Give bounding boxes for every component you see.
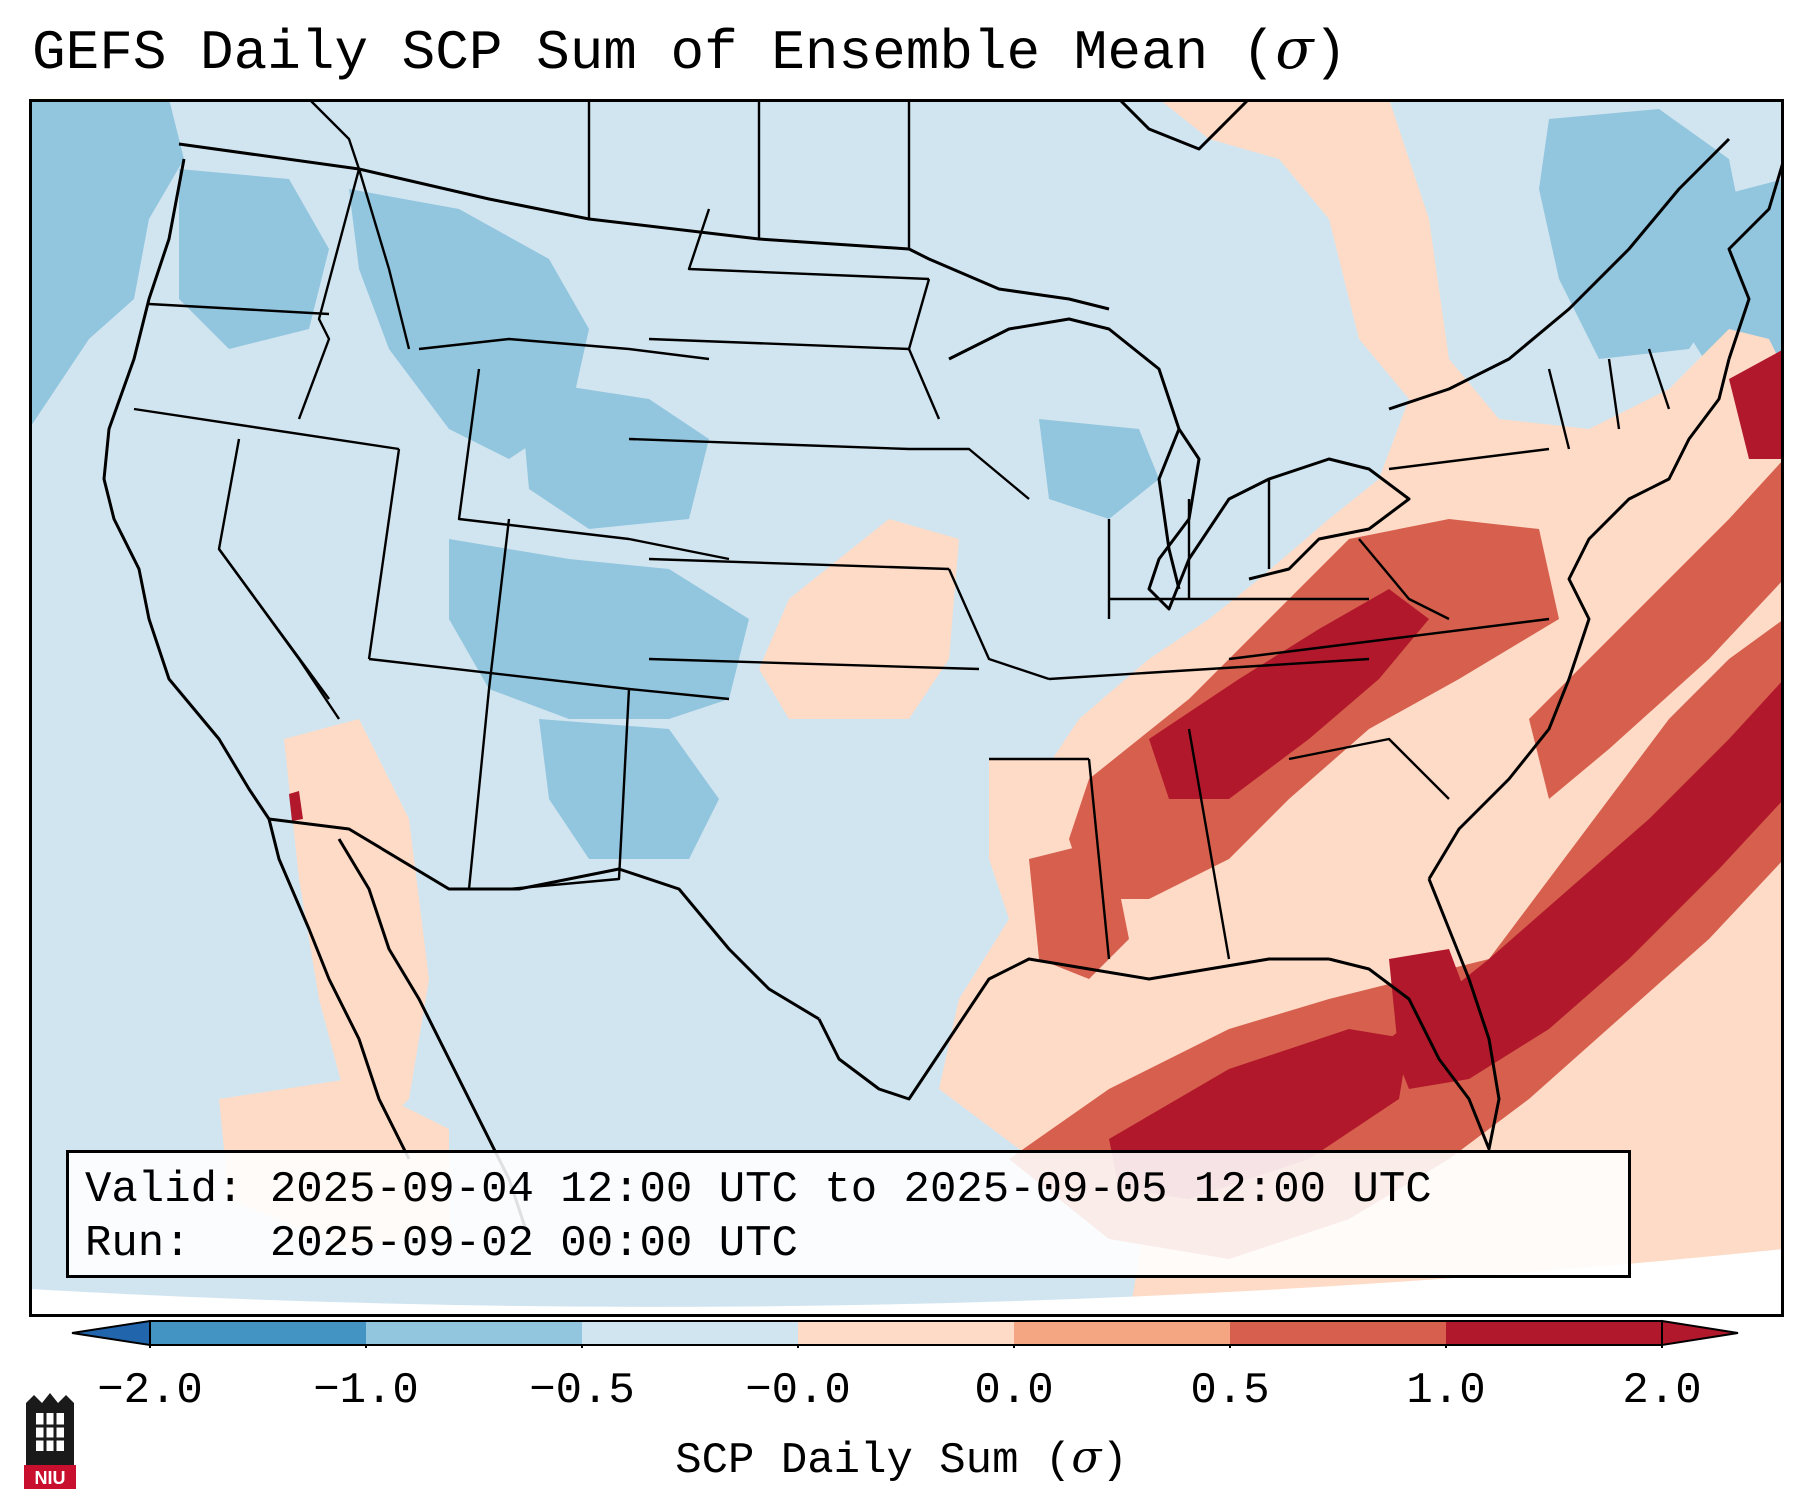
pos-anomaly-core-appalachia <box>1149 589 1429 799</box>
border-ca-nv-diag <box>218 548 330 700</box>
run-value: 2025-09-02 00:00 UTC <box>269 1219 798 1269</box>
colorbar-tick-6: 0.5 <box>1190 1366 1270 1416</box>
colorbar-right-arrow <box>1661 1319 1739 1347</box>
border-al-ga <box>1187 728 1231 960</box>
canada-us-border <box>178 142 1110 311</box>
border-ga-sc <box>1288 737 1450 800</box>
border-mo-ar <box>947 568 1050 681</box>
border-az-nm <box>467 688 491 890</box>
great-lakes-outline <box>948 317 1411 611</box>
pos-anomaly-core-new-england-coast <box>1729 349 1784 459</box>
border-nc-va <box>1228 617 1550 661</box>
map-panel <box>29 99 1784 1317</box>
colorbar-segments <box>150 1321 1662 1345</box>
border-id-west <box>297 168 361 420</box>
title-sigma: σ <box>1275 17 1314 82</box>
florida-peninsula <box>1328 878 1501 1151</box>
atlantic-coast <box>1427 358 1731 880</box>
niu-logo: NIU <box>24 1393 76 1489</box>
colorbar-tick-4: −0.0 <box>745 1366 851 1416</box>
border-bc-ab <box>308 99 361 170</box>
pos-anomaly-core-atlantic <box>1389 679 1784 1089</box>
title-close: ) <box>1313 21 1348 85</box>
border-pa-ny <box>1388 447 1550 471</box>
west-coast <box>102 158 271 820</box>
colorbar-tick-7: 1.0 <box>1406 1366 1486 1416</box>
border-sd-ne <box>648 337 910 351</box>
state-borders <box>133 168 1671 960</box>
run-label: Run: <box>85 1219 191 1269</box>
neg-anomaly-new-mexico <box>539 719 719 859</box>
neg-anomaly-pacific-nw <box>29 99 184 429</box>
texas-gulf-coast <box>817 957 1329 1101</box>
colorbar-tick-marks <box>149 1345 1663 1348</box>
colorbar-segment-5 <box>1014 1321 1230 1345</box>
border-wy-co <box>457 368 730 561</box>
colorbar-segment-1 <box>150 1321 366 1345</box>
valid-label: Valid: <box>85 1165 244 1215</box>
border-nv-ut <box>367 448 401 660</box>
lake-michigan <box>1157 428 1181 590</box>
border-wv-va <box>1358 538 1450 621</box>
st-lawrence-river <box>1388 137 1731 411</box>
chart-title: GEFS Daily SCP Sum of Ensemble Mean (σ) <box>32 22 1347 82</box>
logo-red-banner <box>24 1465 76 1489</box>
border-ia-mo <box>909 447 1030 500</box>
colorbar-label: SCP Daily Sum (σ) <box>0 1432 1803 1486</box>
border-id-mt <box>357 168 411 350</box>
border-ne-ks <box>628 437 910 451</box>
colorbar-tick-2: −1.0 <box>313 1366 419 1416</box>
neg-anomaly-washington <box>179 169 329 349</box>
neg-anomaly-wyoming <box>519 379 709 529</box>
border-ks-ok <box>648 557 950 571</box>
outside-projection-area <box>29 1249 1784 1317</box>
title-text: GEFS Daily SCP Sum of Ensemble Mean ( <box>32 21 1276 85</box>
baja-peninsula <box>267 818 411 1160</box>
pos-anomaly-louisiana <box>1029 839 1129 979</box>
border-mt-wy <box>418 337 710 361</box>
colorbar-left-arrow <box>71 1319 151 1347</box>
colorbar <box>71 1319 1739 1348</box>
border-oh-in-il <box>1107 479 1271 619</box>
colorbar-frame <box>149 1320 1663 1346</box>
border-nd-sd <box>687 208 930 281</box>
logo-text: NIU <box>35 1468 66 1488</box>
colorbar-tick-3: −0.5 <box>529 1366 635 1416</box>
border-mn-ia <box>907 278 941 420</box>
pos-anomaly-atlantic-coast <box>1529 459 1784 799</box>
valid-value: 2025-09-04 12:00 UTC to 2025-09-05 12:00… <box>269 1165 1432 1215</box>
pos-anomaly-core-arizona <box>289 791 303 821</box>
border-ne-states <box>1547 348 1671 450</box>
colorbar-tick-1: −2.0 <box>97 1366 203 1416</box>
border-ok-tx <box>648 657 980 671</box>
border-or-ca-nv <box>133 407 400 451</box>
colorbar-segment-3 <box>582 1321 798 1345</box>
border-tn-south <box>1048 657 1370 681</box>
map-frame <box>29 99 1784 1317</box>
colorbar-segment-2 <box>366 1321 582 1345</box>
new-england-coast <box>1727 158 1784 360</box>
colorbar-label-sigma: σ <box>1071 1432 1102 1483</box>
colorbar-tick-8: 2.0 <box>1622 1366 1702 1416</box>
border-ms-al <box>1087 758 1111 960</box>
colorbar-segment-6 <box>1230 1321 1446 1345</box>
colorbar-tick-5: 0.0 <box>974 1366 1054 1416</box>
pos-anomaly-kansas <box>759 519 959 719</box>
border-wa-or <box>148 302 330 316</box>
border-nm-tx <box>508 688 631 891</box>
pos-anomaly-core-florida <box>1389 949 1479 1079</box>
neg-anomaly-utah-colorado <box>449 539 749 719</box>
colorbar-segment-4 <box>798 1321 1014 1345</box>
neg-anomaly-great-lakes <box>1039 419 1159 519</box>
info-box: Valid: 2025-09-04 12:00 UTC to 2025-09-0… <box>66 1150 1631 1278</box>
colorbar-label-close: ) <box>1101 1436 1128 1486</box>
colorbar-label-text: SCP Daily Sum ( <box>675 1436 1072 1486</box>
colorbar-segment-7 <box>1446 1321 1662 1345</box>
logo-window-grid <box>36 1413 64 1451</box>
border-co-east <box>487 518 511 690</box>
canada-provincial-borders <box>308 99 911 249</box>
hudson-bay-coast <box>1117 99 1251 151</box>
